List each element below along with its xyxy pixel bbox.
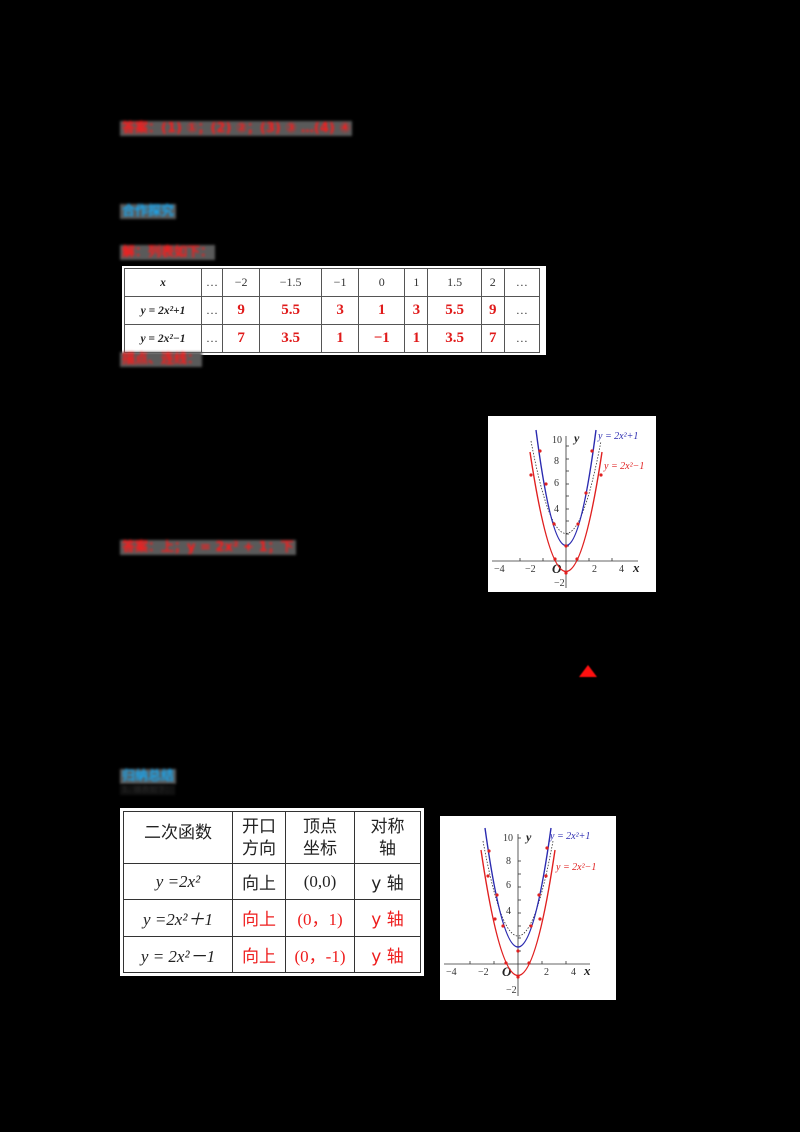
vertex-cell: (0，-1) [285, 935, 355, 974]
header-cell: 对称轴 [354, 811, 421, 864]
table-header-row: x … −2 −1.5 −1 0 1 1.5 2 … [124, 268, 541, 297]
header-cell: −1 [320, 268, 360, 297]
header-cell: 开口 方向 [232, 811, 286, 864]
svg-text:y = 2x²+1: y = 2x²+1 [549, 831, 590, 842]
svg-text:8: 8 [506, 856, 511, 867]
table-header-row: 二次函数 开口 方向 顶点 坐标 对称轴 [123, 811, 421, 864]
table-cell: 1 [358, 296, 406, 325]
row-label: y = 2x²−1 [124, 324, 202, 353]
header-cell: 1.5 [427, 268, 482, 297]
dir-cell: 向上 [232, 935, 286, 974]
header-cell: −1.5 [259, 268, 322, 297]
section-title-cooperative-inquiry: 合作探究 [120, 204, 177, 219]
header-cell: 顶点 坐标 [285, 811, 355, 864]
header-cell: … [503, 268, 541, 297]
vertex-cell: (0，1) [285, 899, 355, 937]
table-cell: 5.5 [259, 296, 322, 325]
svg-text:x: x [632, 560, 640, 575]
axis-cell: y 轴 [354, 899, 421, 937]
func-cell: y = 2x²－1 [123, 935, 233, 974]
table-cell: −1 [358, 324, 406, 353]
svg-text:2: 2 [592, 564, 597, 575]
values-table: x … −2 −1.5 −1 0 1 1.5 2 … y = 2x²+1 … 9… [124, 268, 541, 353]
svg-text:4: 4 [619, 564, 624, 575]
svg-text:O: O [552, 561, 562, 576]
func-cell: y =2x² [123, 862, 233, 901]
table-cell: 9 [221, 296, 261, 325]
header-cell: 1 [404, 268, 429, 297]
table-cell: 9 [480, 296, 505, 325]
axis-cell: y 轴 [354, 935, 421, 974]
table-row: y = 2x²+1 … 9 5.5 3 1 3 5.5 9 … [124, 296, 541, 325]
header-cell: 0 [358, 268, 406, 297]
parabola-graph-1: 10 8 6 4 −2 −4 −2 2 4 O x y y = 2x²+1 y … [488, 416, 656, 592]
legend-red: y = 2x²−1 [603, 461, 644, 472]
svg-text:2: 2 [544, 967, 549, 978]
svg-text:y = 2x²−1: y = 2x²−1 [555, 862, 596, 873]
svg-text:−4: −4 [494, 564, 505, 575]
svg-text:−2: −2 [506, 985, 517, 996]
section-subtitle: 1. 填表如下： [120, 785, 176, 795]
svg-text:−2: −2 [525, 564, 536, 575]
table-cell: 3.5 [427, 324, 482, 353]
header-cell: 二次函数 [123, 811, 233, 864]
svg-text:−2: −2 [478, 967, 489, 978]
func-cell: y =2x²＋1 [123, 899, 233, 937]
table-cell: … [503, 324, 541, 353]
svg-text:6: 6 [554, 478, 559, 489]
parabola-graph-2: 10 8 6 4 −2 −4 −2 2 4 O x y y = 2x²+1 y … [440, 816, 616, 1000]
summary-table: 二次函数 开口 方向 顶点 坐标 对称轴 y =2x² 向上 (0,0) y 轴 y… [123, 811, 421, 974]
table-cell: 3.5 [259, 324, 322, 353]
table-cell: … [503, 296, 541, 325]
table-cell: 1 [404, 324, 429, 353]
section-title-summary: 归纳总结 [120, 769, 177, 784]
vertex-cell: (0,0) [285, 862, 355, 901]
svg-text:−4: −4 [446, 967, 457, 978]
step-list-table: 解：列表如下： [120, 245, 216, 260]
svg-text:10: 10 [503, 833, 513, 844]
table-row: y = 2x²−1 … 7 3.5 1 −1 1 3.5 7 … [124, 324, 541, 353]
table-cell: 3 [320, 296, 360, 325]
table-cell: … [201, 296, 223, 325]
svg-text:6: 6 [506, 880, 511, 891]
legend-blue: y = 2x²+1 [597, 431, 638, 442]
header-cell: x [124, 268, 202, 297]
table-cell: … [201, 324, 223, 353]
svg-text:8: 8 [554, 456, 559, 467]
svg-text:10: 10 [552, 435, 562, 446]
table-cell: 5.5 [427, 296, 482, 325]
svg-text:y: y [524, 830, 532, 844]
summary-table-container: 二次函数 开口 方向 顶点 坐标 对称轴 y =2x² 向上 (0,0) y 轴 y… [120, 808, 424, 976]
table-row: y = 2x²－1 向上 (0，-1) y 轴 [123, 935, 421, 974]
dir-cell: 向上 [232, 862, 286, 901]
values-table-container: x … −2 −1.5 −1 0 1 1.5 2 … y = 2x²+1 … 9… [122, 266, 546, 355]
svg-text:O: O [502, 964, 512, 979]
parabola-chart-icon: 10 8 6 4 −2 −4 −2 2 4 O x y y = 2x²+1 y … [444, 827, 596, 996]
dir-cell: 向上 [232, 899, 286, 937]
svg-text:4: 4 [571, 967, 576, 978]
svg-text:y: y [572, 431, 580, 445]
svg-text:4: 4 [554, 504, 559, 515]
table-row: y =2x² 向上 (0,0) y 轴 [123, 862, 421, 901]
table-cell: 7 [221, 324, 261, 353]
table-cell: 1 [320, 324, 360, 353]
axis-cell: y 轴 [354, 862, 421, 901]
step-plot-connect: 描点、连线： [120, 352, 203, 367]
answer-line-1: 答案：(1) ①；(2) ②；(3) ③ …(4) ④ [120, 121, 353, 136]
svg-text:x: x [583, 963, 591, 978]
answer-line-2: 答案：上；y = 2x² + 1；下 [120, 540, 296, 555]
header-cell: −2 [221, 268, 261, 297]
triangle-marker-icon [579, 665, 597, 677]
header-cell: … [201, 268, 223, 297]
svg-text:−2: −2 [554, 578, 565, 589]
parabola-chart-icon: 10 8 6 4 −2 −4 −2 2 4 O x y y = 2x²+1 y … [492, 429, 644, 589]
row-label: y = 2x²+1 [124, 296, 202, 325]
table-row: y =2x²＋1 向上 (0，1) y 轴 [123, 899, 421, 937]
table-cell: 7 [480, 324, 505, 353]
svg-text:4: 4 [506, 906, 511, 917]
header-cell: 2 [480, 268, 505, 297]
table-cell: 3 [404, 296, 429, 325]
